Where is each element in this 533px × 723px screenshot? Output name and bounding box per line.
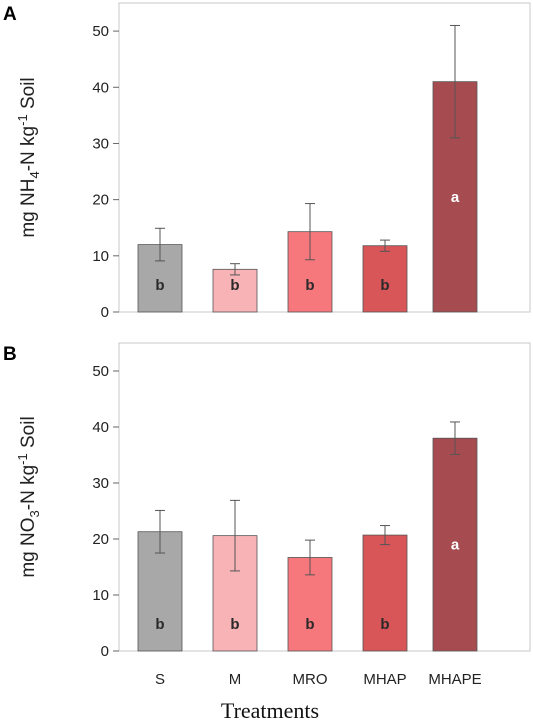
x-axis-label: Treatments bbox=[221, 698, 319, 723]
bar bbox=[212, 268, 258, 313]
y-axis-label: mg NH4-N kg-1 Soil bbox=[15, 77, 42, 237]
y-tick-label: 30 bbox=[92, 475, 109, 492]
significance-letter: b bbox=[305, 616, 314, 633]
significance-letter: b bbox=[305, 277, 314, 294]
y-tick-label: 40 bbox=[92, 419, 109, 436]
significance-letter: b bbox=[230, 277, 239, 294]
panel-a: A 0 10 20 30 40 50 mg NH4-N kg-1 Soil b b b b a bbox=[3, 2, 531, 321]
y-axis-label: mg NO3-N kg-1 Soil bbox=[15, 416, 42, 577]
y-tick-label: 0 bbox=[101, 304, 109, 321]
significance-letter: a bbox=[451, 189, 460, 206]
y-tick-label: 20 bbox=[92, 192, 109, 209]
y-tick-label: 50 bbox=[92, 363, 109, 380]
panel-letter: A bbox=[3, 4, 17, 25]
x-category-label: MHAPE bbox=[428, 671, 481, 688]
y-tick-label: 10 bbox=[92, 248, 109, 265]
panel-letter: B bbox=[3, 344, 17, 365]
y-tick-label: 30 bbox=[92, 135, 109, 152]
significance-letter: b bbox=[155, 616, 164, 633]
x-category-label: S bbox=[155, 671, 165, 688]
x-category-label: M bbox=[229, 671, 242, 688]
y-tick-label: 10 bbox=[92, 587, 109, 604]
y-tick-label: 0 bbox=[101, 643, 109, 660]
bar bbox=[432, 437, 478, 652]
x-category-label: MHAP bbox=[363, 671, 406, 688]
significance-letter: b bbox=[380, 277, 389, 294]
significance-letter: b bbox=[155, 277, 164, 294]
bar bbox=[362, 245, 408, 313]
y-tick-label: 40 bbox=[92, 79, 109, 96]
significance-letter: a bbox=[451, 537, 460, 554]
y-tick-label: 50 bbox=[92, 23, 109, 40]
x-category-label: MRO bbox=[293, 671, 328, 688]
y-tick-label: 20 bbox=[92, 531, 109, 548]
panel-b: B 0 10 20 30 40 50 mg NO3-N kg-1 Soil b b b b a S M MRO… bbox=[3, 342, 531, 688]
bar bbox=[362, 534, 408, 652]
significance-letter: b bbox=[380, 616, 389, 633]
significance-letter: b bbox=[230, 616, 239, 633]
